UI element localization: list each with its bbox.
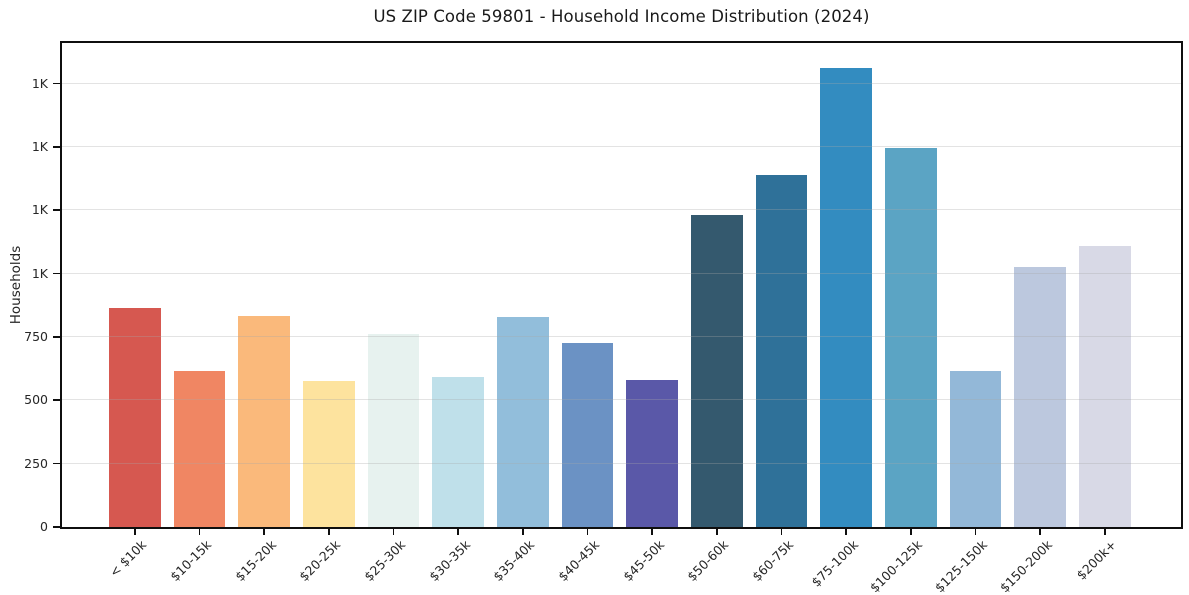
y-tick-mark	[53, 209, 60, 212]
y-axis-label: Households	[8, 245, 24, 325]
x-tick-mark	[586, 529, 589, 535]
y-tick-label: 0	[40, 519, 48, 534]
x-tick-mark	[328, 529, 330, 535]
x-tick-mark	[457, 529, 459, 535]
bar-8	[626, 380, 678, 527]
bar-11	[820, 67, 872, 527]
x-tick-label: $200k+	[1073, 537, 1120, 583]
x-tick-mark	[522, 529, 524, 535]
bar-9	[690, 214, 743, 527]
gridline	[62, 462, 1181, 464]
y-tick-label: 750	[24, 328, 48, 344]
bar-7	[561, 343, 614, 527]
bar-6	[496, 316, 549, 527]
x-tick-mark	[651, 529, 653, 535]
y-tick-mark	[53, 146, 60, 148]
bar-14	[1014, 266, 1066, 527]
x-tick-label: $25-30k	[361, 537, 409, 585]
x-tick-mark	[1103, 529, 1106, 535]
gridline	[62, 272, 1181, 274]
y-tick-mark	[53, 526, 60, 528]
x-tick-label: $20-25k	[296, 537, 344, 585]
x-tick-mark	[715, 529, 718, 535]
x-tick-label: $75-100k	[808, 537, 861, 590]
x-tick-mark	[974, 529, 977, 535]
plot-area	[62, 43, 1181, 527]
y-tick-mark	[53, 82, 60, 85]
x-tick-label: $45-50k	[619, 537, 667, 585]
gridline	[62, 145, 1181, 147]
x-tick-mark	[1039, 529, 1041, 535]
x-tick-label: $50-60k	[684, 537, 732, 585]
x-tick-label: $35-40k	[490, 537, 538, 585]
y-tick-label: 500	[24, 392, 48, 408]
bar-10	[755, 174, 808, 527]
gridline	[62, 399, 1181, 401]
x-tick-label: $150-200k	[996, 537, 1055, 595]
x-tick-label: $125-150k	[931, 537, 991, 595]
gridline	[62, 82, 1181, 84]
x-tick-mark	[909, 529, 912, 535]
bar-3	[302, 380, 355, 527]
x-tick-label: $40-45k	[555, 537, 603, 585]
x-tick-label: $30-35k	[425, 537, 473, 585]
y-tick-mark	[53, 336, 60, 338]
bar-2	[238, 315, 290, 527]
x-tick-label: $100-125k	[867, 537, 926, 595]
bar-1	[173, 370, 226, 527]
y-tick-label: 1K	[31, 265, 48, 281]
chart-title: US ZIP Code 59801 - Household Income Dis…	[373, 7, 870, 26]
bar-15	[1078, 246, 1131, 527]
x-tick-mark	[845, 529, 847, 535]
bar-4	[367, 334, 420, 527]
bar-13	[949, 370, 1002, 527]
y-tick-mark	[53, 462, 60, 465]
gridline	[62, 209, 1181, 211]
y-tick-label: 1K	[31, 75, 48, 91]
x-tick-label: $60-75k	[749, 537, 797, 585]
x-tick-mark	[392, 529, 395, 535]
x-tick-mark	[134, 529, 136, 535]
gridline	[62, 335, 1181, 337]
x-tick-mark	[263, 529, 265, 535]
y-tick-label: 1K	[31, 138, 48, 154]
x-tick-label: $10-15k	[167, 537, 215, 585]
x-tick-mark	[198, 529, 201, 535]
x-tick-label: < $10k	[106, 537, 150, 580]
y-tick-mark	[53, 399, 60, 402]
bar-5	[432, 376, 484, 527]
x-tick-mark	[780, 529, 783, 535]
y-tick-label: 1K	[31, 202, 48, 218]
bar-0	[109, 307, 161, 527]
x-tick-label: $15-20k	[231, 537, 279, 585]
y-tick-mark	[53, 272, 60, 275]
y-tick-label: 250	[24, 455, 48, 471]
bar-12	[884, 147, 937, 527]
